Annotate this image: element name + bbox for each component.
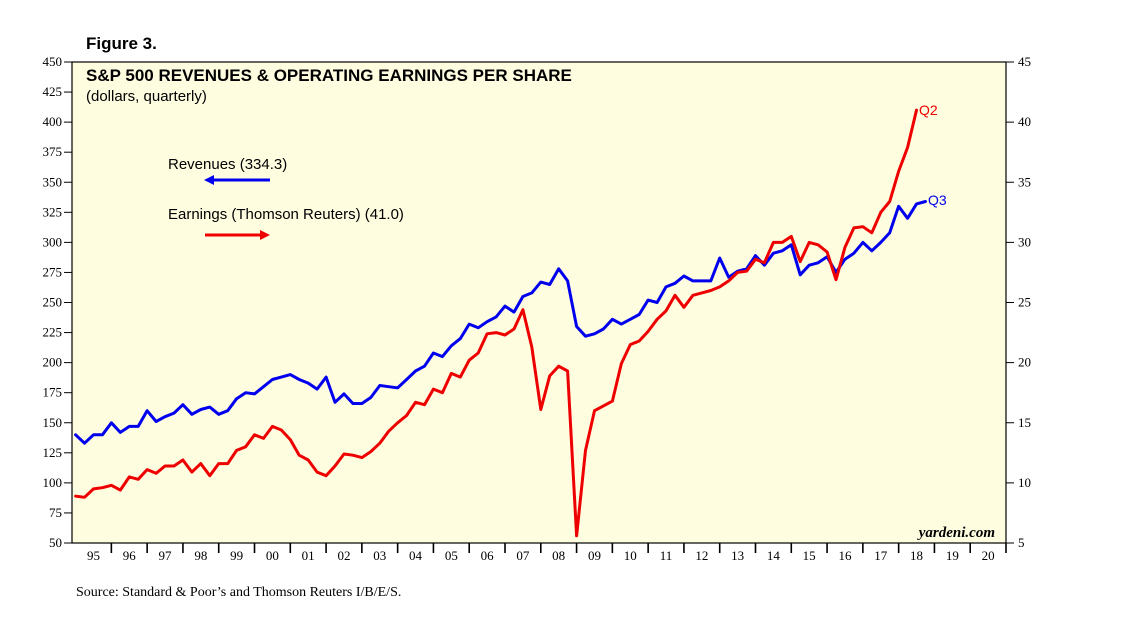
right-tick-label: 30 [1018,234,1031,249]
left-tick-label: 425 [43,84,63,99]
left-tick-label: 450 [43,54,63,69]
left-tick-label: 225 [43,325,63,340]
brand-watermark: yardeni.com [917,525,995,541]
revenues-line [74,200,927,445]
left-y-axis: 50 75 100 125 150 175 200 225 250 275 300 325 350 375… [43,54,72,550]
chart-subtitle: (dollars, quarterly) [86,88,207,105]
x-tick-label: 06 [481,548,495,563]
x-tick-label: 99 [230,548,243,563]
series-layer [74,108,927,538]
x-tick-label: 08 [552,548,565,563]
x-tick-label: 13 [731,548,744,563]
x-tick-label: 18 [910,548,923,563]
earnings-end-label: Q2 [919,102,938,118]
x-tick-label: 04 [409,548,423,563]
x-tick-label: 98 [194,548,207,563]
left-tick-label: 200 [43,355,63,370]
x-tick-label: 09 [588,548,601,563]
right-tick-label: 10 [1018,475,1031,490]
left-tick-label: 250 [43,295,63,310]
x-axis: 95 96 97 98 99 00 01 02 03 04 05 06 07 08 09 10 11 12 13 14… [87,543,1007,563]
left-tick-label: 275 [43,264,63,279]
x-tick-label: 12 [695,548,708,563]
left-tick-label: 175 [43,385,63,400]
source-note: Source: Standard & Poor’s and Thomson Re… [76,585,401,600]
left-tick-label: 50 [49,535,62,550]
x-tick-label: 96 [123,548,137,563]
left-tick-label: 100 [43,475,63,490]
x-tick-label: 03 [373,548,386,563]
revenues-end-label: Q3 [928,192,947,208]
chart-title: S&P 500 REVENUES & OPERATING EARNINGS PE… [86,66,572,85]
left-tick-label: 300 [43,234,63,249]
x-tick-label: 05 [445,548,458,563]
left-tick-label: 400 [43,114,63,129]
x-tick-label: 95 [87,548,100,563]
x-tick-label: 19 [946,548,959,563]
right-tick-label: 25 [1018,295,1031,310]
x-tick-label: 97 [159,548,173,563]
earnings-line [74,108,918,538]
right-y-axis: 5 10 15 20 25 30 35 40 45 [1006,54,1031,550]
x-tick-label: 07 [516,548,530,563]
x-tick-label: 10 [624,548,637,563]
right-tick-label: 5 [1018,535,1025,550]
left-tick-label: 150 [43,415,63,430]
legend: Revenues (334.3) Earnings (Thomson Reute… [168,156,404,240]
right-tick-label: 15 [1018,415,1031,430]
x-tick-label: 20 [982,548,995,563]
x-tick-label: 00 [266,548,279,563]
x-tick-label: 17 [874,548,888,563]
legend-revenues-arrowhead [204,175,214,185]
legend-earnings-label: Earnings (Thomson Reuters) (41.0) [168,206,404,223]
legend-revenues-label: Revenues (334.3) [168,156,287,173]
left-tick-label: 350 [43,174,63,189]
x-tick-label: 16 [838,548,852,563]
left-tick-label: 325 [43,204,63,219]
right-tick-label: 40 [1018,114,1031,129]
x-tick-label: 11 [660,548,673,563]
x-tick-label: 02 [337,548,350,563]
left-tick-label: 125 [43,445,63,460]
legend-earnings-arrowhead [260,230,270,240]
right-tick-label: 45 [1018,54,1031,69]
right-tick-label: 20 [1018,355,1031,370]
left-tick-label: 75 [49,505,62,520]
figure-label: Figure 3. [86,34,157,53]
right-tick-label: 35 [1018,174,1031,189]
x-tick-label: 14 [767,548,781,563]
left-tick-label: 375 [43,144,63,159]
x-tick-label: 01 [302,548,315,563]
x-tick-label: 15 [803,548,816,563]
